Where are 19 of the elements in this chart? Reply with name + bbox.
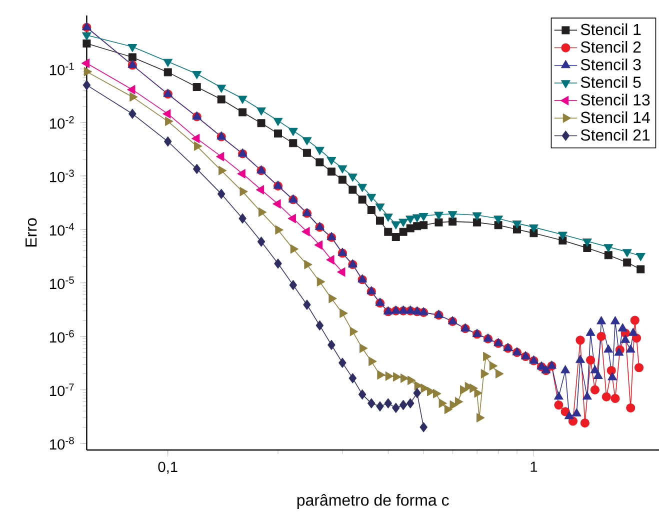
y-tick-label: 10$^{-5}$	[50, 276, 74, 290]
y-tick-label: 10$^{-4}$	[50, 223, 74, 236]
y-tick-label: 10$^{-3}$	[50, 170, 74, 182]
y-tick-label: 10$^{-7}$	[50, 384, 74, 396]
legend-label: Stencil 14	[580, 111, 650, 124]
y-tick-label: 10$^{-6}$	[50, 330, 74, 343]
y-tick-label: 10$^{-2}$	[50, 116, 74, 129]
y-axis-title: Erro	[26, 218, 37, 247]
legend-label: Stencil 13	[580, 94, 650, 106]
y-tick-label: 10$^{-8}$	[50, 437, 74, 450]
legend-label: Stencil 2	[580, 41, 641, 53]
x-tick-label: 1	[530, 462, 538, 472]
x-tick-label: 0,1	[158, 462, 178, 474]
legend-label: Stencil 3	[580, 58, 641, 70]
y-tick-label: 10$^{-1}$	[50, 62, 74, 76]
legend-label: Stencil 21	[580, 128, 650, 141]
legend-label: Stencil 1	[580, 23, 641, 36]
x-axis-title: parâmetro de forma c	[297, 494, 449, 509]
legend-label: Stencil 5	[580, 76, 641, 88]
